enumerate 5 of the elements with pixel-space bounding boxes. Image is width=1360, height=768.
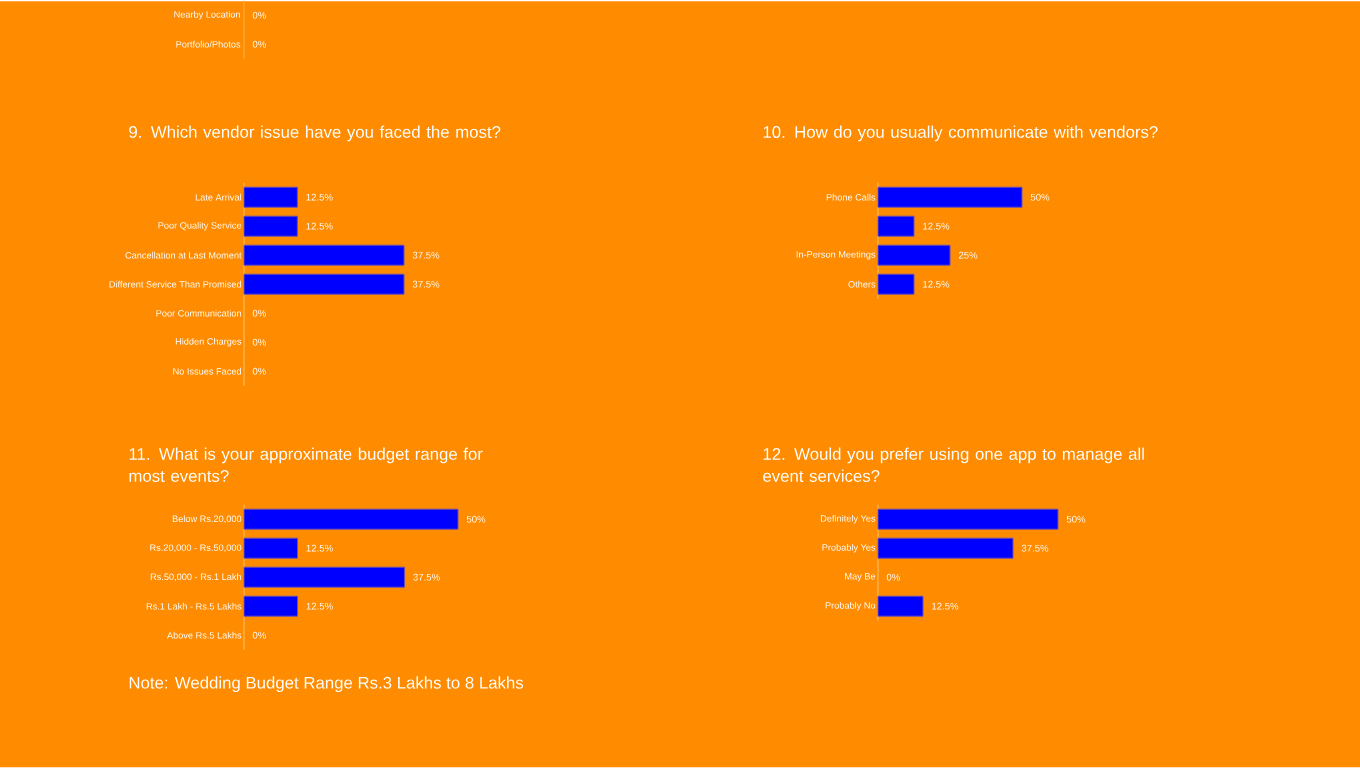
- chart-title: 9. Which vendor issue have you faced the most?: [129, 126, 501, 142]
- chart-title: 12. Would you prefer using one app to manage all event services?: [763, 448, 1144, 483]
- chart-title: 10. How do you usually communicate with vendors?: [763, 126, 1158, 142]
- text: Note: Wedding Budget Range Rs.3 Lakhs to 8 Lakhs: [129, 676, 524, 693]
- chart-title: 11. What is your approximate budget range for most events?: [129, 448, 483, 483]
